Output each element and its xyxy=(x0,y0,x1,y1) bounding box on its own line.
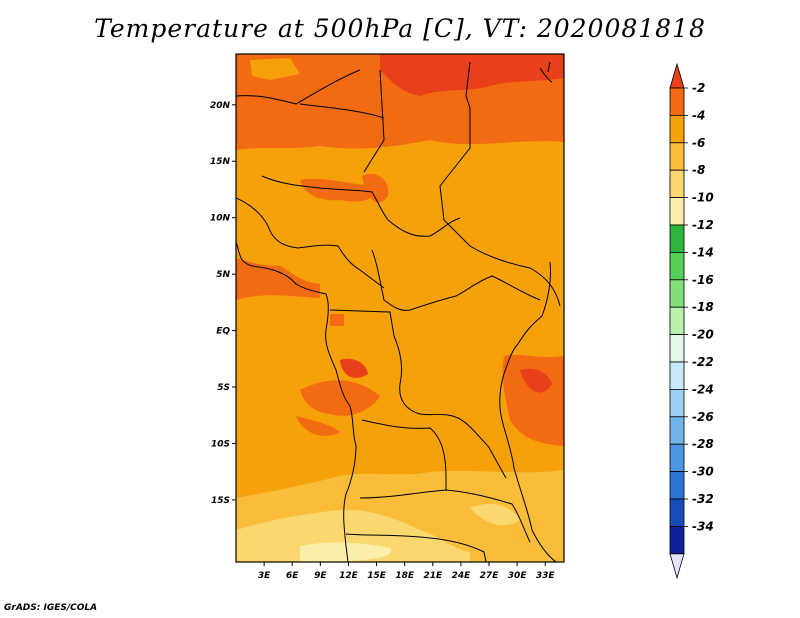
lon-tick-label: 15E xyxy=(367,571,387,581)
colorbar-swatch xyxy=(669,115,685,144)
lon-tick-label: 6E xyxy=(286,571,299,581)
lon-tick-label: 3E xyxy=(258,571,271,581)
field-coolest-south xyxy=(300,542,392,562)
colorbar-label: -16 xyxy=(692,273,714,287)
colorbar-swatch xyxy=(669,471,685,500)
colorbar-label: -32 xyxy=(692,492,714,506)
lon-tick-label: 24E xyxy=(452,571,472,581)
colorbar-swatch xyxy=(669,388,685,418)
colorbar-label: -2 xyxy=(692,81,705,95)
sahel-borders xyxy=(236,175,461,289)
lat-tick-label: 5S xyxy=(217,383,230,393)
lat-tick-label: 10S xyxy=(211,439,230,449)
field-patch-bioko xyxy=(330,314,344,326)
field-patch-chad xyxy=(362,174,389,203)
field-patch-nw xyxy=(250,58,300,80)
field-patch-east-rift xyxy=(502,354,564,446)
lon-tick-label: 18E xyxy=(395,571,415,581)
colorbar-label: -10 xyxy=(692,191,714,205)
map-title: Temperature at 500hPa [C], VT: 202008181… xyxy=(94,14,706,43)
colorbar-swatch xyxy=(669,416,685,445)
lon-tick-label: 33E xyxy=(536,571,556,581)
colorbar-label: -26 xyxy=(692,410,714,424)
field-patch-southeast xyxy=(470,504,520,526)
lon-tick-label: 9E xyxy=(314,571,327,581)
colorbar-label: -14 xyxy=(692,245,714,259)
colorbar-label: -4 xyxy=(692,108,705,122)
lon-tick-label: 27E xyxy=(480,571,500,581)
colorbar-top-arrow xyxy=(669,62,685,89)
colorbar-label: -28 xyxy=(692,437,714,451)
colorbar-swatch xyxy=(669,526,685,555)
lat-tick-label: 5N xyxy=(216,270,230,280)
field-warmest-north xyxy=(380,54,490,96)
colorbar-label: -22 xyxy=(692,355,714,369)
sahara-borders xyxy=(236,61,561,307)
longitude-axis: 3E 6E 9E 12E 15E 18E 21E 24E 27E 30E 33E xyxy=(258,562,556,581)
colorbar-label: -18 xyxy=(692,300,714,314)
colorbar-label: -34 xyxy=(692,519,714,533)
lat-tick-label: 10N xyxy=(210,214,231,224)
congo-borders xyxy=(329,309,507,479)
southern-borders xyxy=(345,419,531,562)
lon-tick-label: 30E xyxy=(508,571,528,581)
colorbar-label: -30 xyxy=(692,465,714,479)
colorbar-swatch xyxy=(669,142,685,171)
colorbar-swatch xyxy=(669,443,685,473)
colorbar-swatch xyxy=(669,498,685,527)
colorbar-swatch xyxy=(669,251,685,281)
field-patch-congo-coast xyxy=(300,380,380,416)
colorbar-swatch xyxy=(669,279,685,308)
field-patch-sahel xyxy=(300,178,374,202)
field-cooler-south xyxy=(236,509,470,562)
lat-tick-label: 20N xyxy=(210,101,231,111)
colorbar-label: -6 xyxy=(692,136,705,150)
colorbar-swatch xyxy=(669,334,685,363)
lat-tick-label: 15S xyxy=(211,496,230,506)
colorbar-swatch xyxy=(669,197,685,226)
colorbar-label: -20 xyxy=(692,328,714,342)
west-coastline xyxy=(236,241,357,562)
field-patch-gulf xyxy=(236,258,320,300)
grads-credit: GrADS: IGES/COLA xyxy=(4,603,98,613)
lon-tick-label: 21E xyxy=(423,571,443,581)
colorbar-label: -12 xyxy=(692,218,714,232)
lon-tick-label: 12E xyxy=(339,571,359,581)
colorbar-label: -24 xyxy=(692,382,714,396)
colorbar-swatch xyxy=(669,224,685,253)
field-patch-angola-coast xyxy=(296,416,340,436)
lat-tick-label: EQ xyxy=(216,327,230,337)
colorbar-bottom-arrow xyxy=(669,553,685,580)
colorbar-swatch xyxy=(669,361,685,390)
temperature-field xyxy=(236,54,564,562)
map-frame xyxy=(235,53,565,563)
colorbar-swatch xyxy=(669,306,685,336)
nile-delta-coast xyxy=(539,61,553,83)
central-borders-north xyxy=(371,249,541,311)
colorbar: -2 -4 -6 -8 -10 -12 -14 -16 -18 -20 -22 -24 -26 -28 -3… xyxy=(669,62,714,580)
colorbar-swatch xyxy=(669,169,685,198)
lat-tick-label: 15N xyxy=(210,157,231,167)
coastlines-and-borders xyxy=(236,61,561,562)
field-warmest-northeast xyxy=(470,54,564,86)
colorbar-swatch xyxy=(669,87,685,116)
colorbar-label: -8 xyxy=(692,163,705,177)
east-rift-lakes-line xyxy=(499,261,557,562)
field-patch-east-hot xyxy=(520,368,552,393)
field-patch-congo-hot xyxy=(340,358,368,378)
latitude-axis: 20N 15N 10N 5N EQ 5S 10S 15S xyxy=(210,101,236,506)
